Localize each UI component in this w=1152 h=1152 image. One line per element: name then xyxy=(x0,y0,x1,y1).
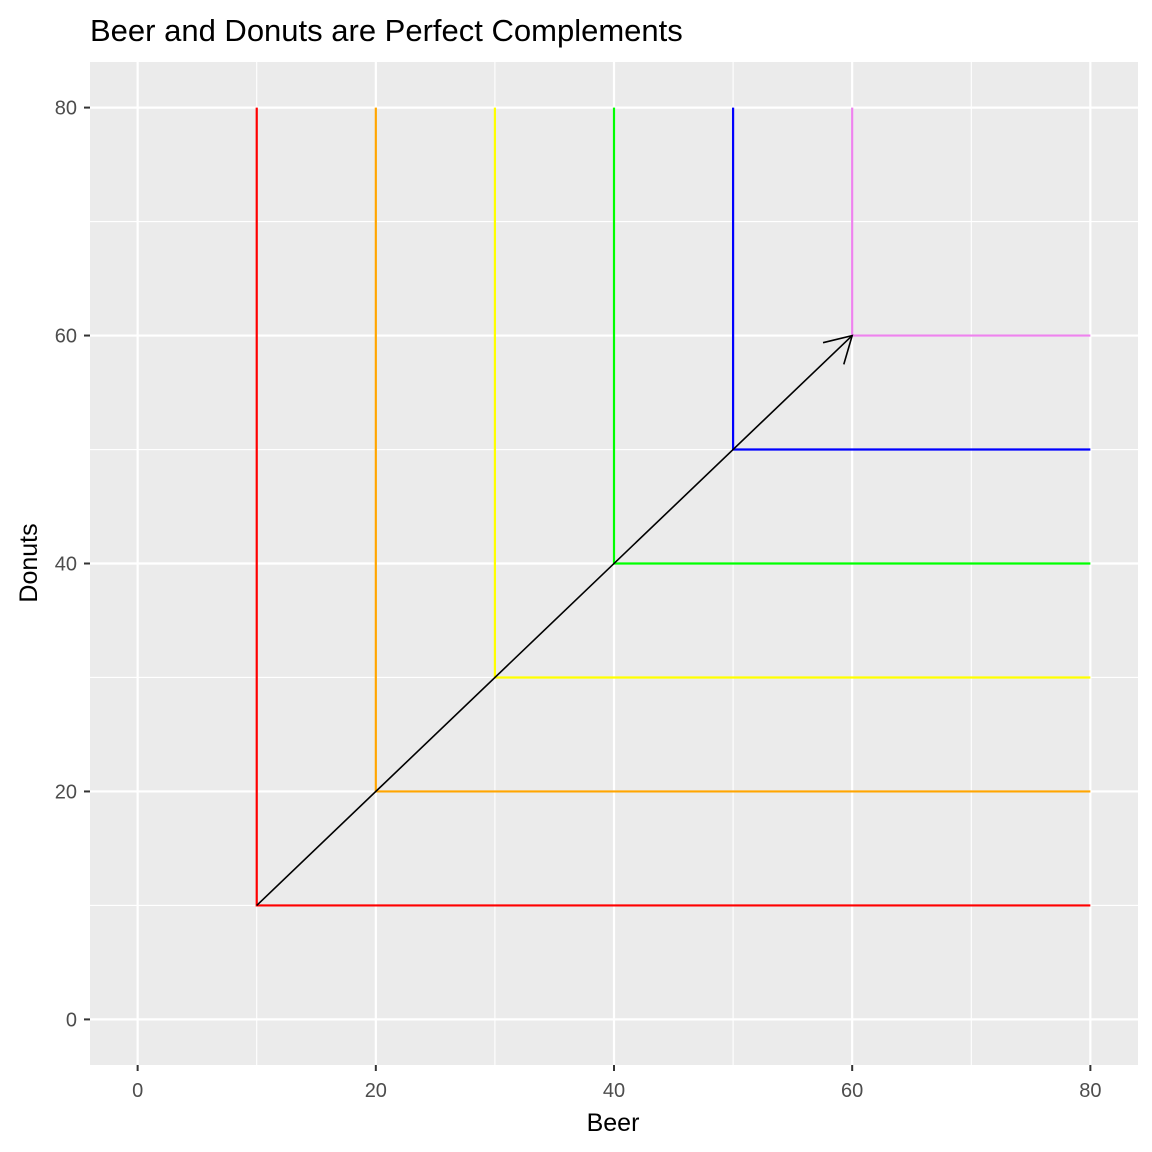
x-tick-label: 0 xyxy=(132,1080,143,1102)
y-axis-title: Donuts xyxy=(15,523,43,602)
arrow-head xyxy=(822,334,854,365)
x-tick-label: 40 xyxy=(603,1080,625,1102)
y-tick-label: 80 xyxy=(55,98,77,120)
y-tick-label: 20 xyxy=(55,781,77,803)
y-tick-label: 40 xyxy=(55,554,77,576)
y-axis: 0 20 40 60 80 xyxy=(55,98,90,1031)
x-tick-label: 60 xyxy=(841,1080,863,1102)
x-axis-title: Beer xyxy=(587,1109,640,1137)
x-tick-label: 20 xyxy=(365,1080,387,1102)
y-tick-label: 0 xyxy=(66,1009,77,1031)
x-axis: 0 20 40 60 80 xyxy=(132,1065,1101,1102)
expansion-arrow xyxy=(256,334,854,907)
y-tick-label: 60 xyxy=(55,326,77,348)
x-tick-label: 80 xyxy=(1079,1080,1101,1102)
arrow-shaft xyxy=(256,334,853,907)
chart-title: Beer and Donuts are Perfect Complements xyxy=(90,13,683,48)
